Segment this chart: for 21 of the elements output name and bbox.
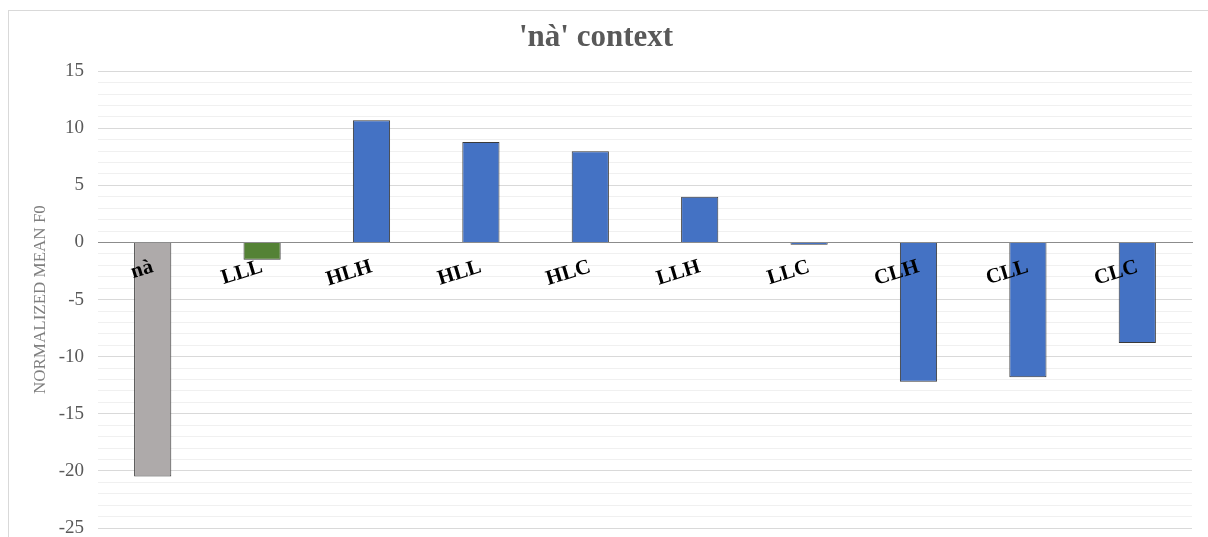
x-tick-label: CLL: [982, 253, 1031, 290]
y-tick-label: -20: [58, 458, 84, 480]
x-tick-label: CLH: [871, 253, 922, 290]
x-tick-label: LLH: [653, 253, 703, 290]
y-tick-label: -15: [58, 401, 84, 423]
x-tick-label: HLC: [542, 253, 594, 290]
x-tick-label: HLL: [434, 253, 484, 290]
x-tick-label: CLC: [1090, 253, 1141, 290]
y-tick-label: -10: [58, 344, 84, 366]
y-tick-label: -25: [58, 515, 84, 537]
y-tick-label: 5: [74, 173, 84, 195]
chart-title: 'nà' context: [518, 17, 674, 53]
y-tick-label: 0: [74, 230, 84, 252]
y-axis-title: NORMALIZED MEAN F0: [29, 205, 49, 395]
y-tick-label: 15: [65, 59, 84, 81]
y-tick-label: -5: [68, 287, 84, 309]
x-tick-label: LLL: [217, 253, 266, 289]
x-tick-label: LLC: [763, 253, 813, 290]
y-tick-label: 10: [65, 116, 84, 138]
x-tick-label: nà: [127, 253, 157, 283]
x-tick-label: HLH: [322, 253, 375, 291]
